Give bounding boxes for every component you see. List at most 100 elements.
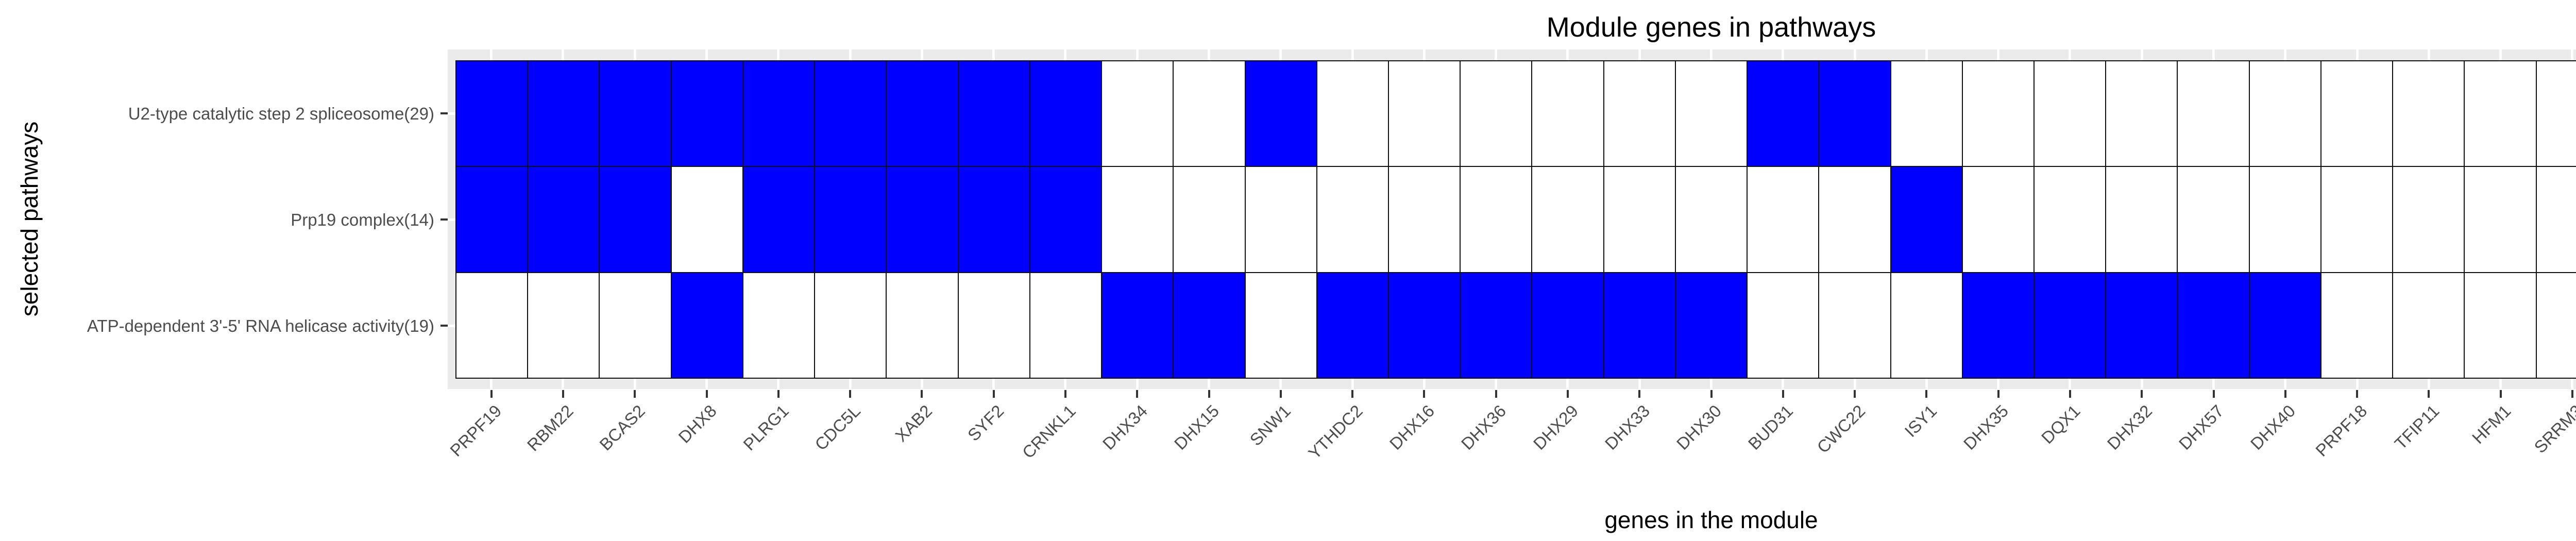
heatmap-cell	[1532, 61, 1603, 166]
y-axis-label: U2-type catalytic step 2 spliceosome(29)	[128, 104, 434, 123]
heatmap-cell	[671, 167, 742, 272]
x-tick	[1136, 390, 1139, 398]
x-axis-label: PRPF19	[446, 401, 505, 460]
heatmap-cell	[1604, 273, 1675, 378]
x-axis-label: SNW1	[1246, 401, 1295, 450]
heatmap-cell	[1245, 273, 1316, 378]
x-axis-label: TFIP11	[2391, 401, 2443, 453]
heatmap-cell	[2536, 61, 2576, 166]
heatmap-cell	[1962, 167, 2034, 272]
x-tick	[1782, 390, 1784, 398]
heatmap-cell	[2465, 61, 2536, 166]
heatmap-cell	[1245, 167, 1316, 272]
heatmap-cell	[2321, 273, 2393, 378]
x-axis-label: CDC5L	[811, 401, 864, 454]
heatmap-cell	[2393, 61, 2464, 166]
heatmap-cell	[815, 273, 886, 378]
heatmap-cell	[1675, 167, 1747, 272]
heatmap-cell	[1174, 61, 1245, 166]
y-axis-label: ATP-dependent 3'-5' RNA helicase activit…	[87, 316, 434, 335]
heatmap-cell	[2178, 273, 2249, 378]
heatmap-cell	[2106, 61, 2177, 166]
heatmap-cell	[1532, 167, 1603, 272]
x-axis-label: DHX57	[2175, 401, 2228, 453]
x-tick	[2499, 390, 2502, 398]
chart-title: Module genes in pathways	[1546, 12, 1876, 43]
x-axis-label: DHX40	[2247, 401, 2299, 453]
x-tick	[1423, 390, 1426, 398]
x-tick	[1351, 390, 1354, 398]
heatmap-cell	[2465, 167, 2536, 272]
heatmap-cell	[1891, 273, 1962, 378]
heatmap-cell	[2465, 273, 2536, 378]
heatmap-cell	[743, 167, 815, 272]
x-axis-label: DHX34	[1098, 401, 1151, 453]
x-axis-label: ISY1	[1901, 401, 1941, 441]
heatmap-cell	[1245, 61, 1316, 166]
heatmap-cell	[1388, 167, 1460, 272]
x-axis-label: PLRG1	[739, 401, 792, 454]
x-tick	[1566, 390, 1569, 398]
heatmap-cell	[2178, 167, 2249, 272]
heatmap-cell	[528, 167, 599, 272]
x-tick	[2571, 390, 2573, 398]
heatmap-cell	[887, 167, 958, 272]
x-axis-label: DHX16	[1385, 401, 1438, 453]
x-tick	[992, 390, 995, 398]
heatmap-cell	[958, 61, 1029, 166]
x-axis-label: DHX30	[1672, 401, 1725, 453]
heatmap-cell	[456, 167, 528, 272]
heatmap-cell	[1461, 61, 1532, 166]
x-tick	[562, 390, 564, 398]
heatmap-cell	[600, 61, 671, 166]
heatmap-cell	[2249, 61, 2320, 166]
heatmap-cell	[1675, 61, 1747, 166]
x-tick	[705, 390, 708, 398]
heatmap-cell	[1317, 273, 1388, 378]
heatmap-cell	[456, 61, 528, 166]
x-axis-label: SYF2	[963, 401, 1008, 445]
heatmap-panel	[448, 49, 2576, 389]
heatmap-cell	[1748, 273, 1819, 378]
heatmap-cell	[1962, 273, 2034, 378]
heatmap-cell	[958, 167, 1029, 272]
heatmap-cell	[1461, 273, 1532, 378]
heatmap-cell	[743, 61, 815, 166]
heatmap-cell	[1819, 273, 1890, 378]
heatmap-cell	[1174, 273, 1245, 378]
heatmap-cell	[2106, 167, 2177, 272]
heatmap-cell	[1174, 167, 1245, 272]
heatmap-cell	[887, 61, 958, 166]
heatmap-cell	[2393, 273, 2464, 378]
heatmap-cell	[2321, 61, 2393, 166]
heatmap-cell	[1604, 61, 1675, 166]
heatmap-cell	[1675, 273, 1747, 378]
heatmap-cell	[815, 61, 886, 166]
heatmap-cell	[1317, 167, 1388, 272]
x-axis-label: RBM22	[523, 401, 577, 455]
heatmap-cell	[1317, 61, 1388, 166]
x-axis-label: DHX8	[674, 401, 721, 447]
x-tick	[1208, 390, 1210, 398]
heatmap-cell	[2106, 273, 2177, 378]
x-tick	[1064, 390, 1066, 398]
heatmap-cell	[815, 167, 886, 272]
x-axis-label: DHX32	[2103, 401, 2156, 453]
heatmap-cell	[1030, 273, 1101, 378]
heatmap-cell	[2178, 61, 2249, 166]
x-tick	[1710, 390, 1713, 398]
heatmap-cell	[1748, 61, 1819, 166]
x-tick	[2141, 390, 2143, 398]
heatmap-cell	[1604, 167, 1675, 272]
x-axis-label: DQX1	[2037, 401, 2084, 448]
x-axis-label: CRNKL1	[1018, 401, 1079, 462]
heatmap-cell	[1102, 273, 1173, 378]
heatmap-cell	[2249, 273, 2320, 378]
heatmap-cell	[887, 273, 958, 378]
heatmap-cell	[1962, 61, 2034, 166]
heatmap-cell	[671, 61, 742, 166]
x-axis-label: BCAS2	[596, 401, 649, 454]
x-axis-label: DHX33	[1601, 401, 1653, 453]
heatmap-cell	[600, 167, 671, 272]
